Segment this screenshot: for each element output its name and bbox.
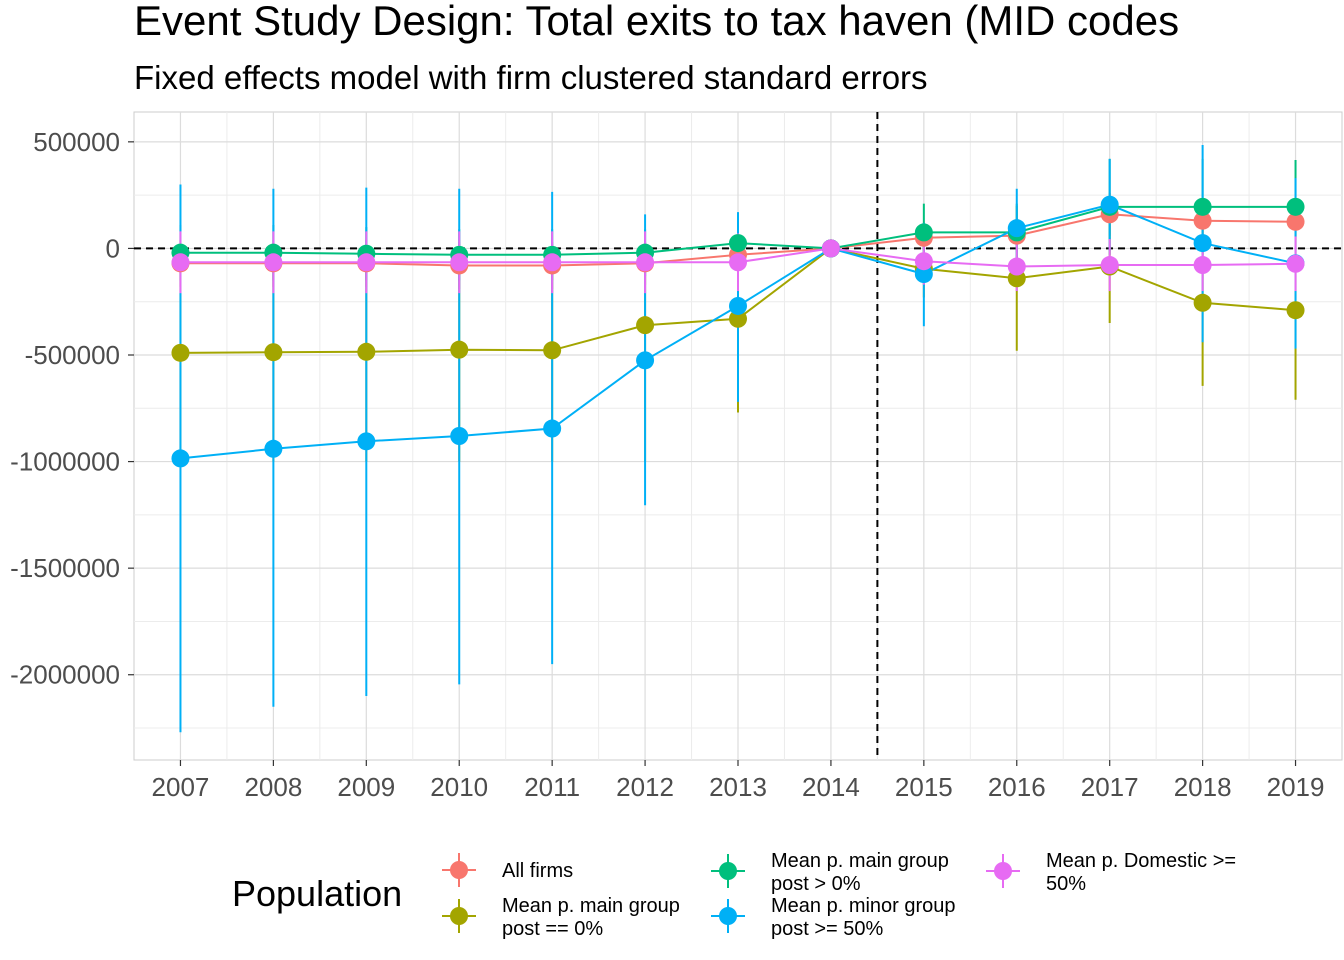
legend-label: post >= 50% xyxy=(771,918,884,940)
x-tick-label: 2010 xyxy=(430,772,488,802)
chart-subtitle: Fixed effects model with firm clustered … xyxy=(134,59,928,96)
data-point-1 xyxy=(1286,212,1305,231)
y-tick-label: 0 xyxy=(106,233,120,263)
data-point-5 xyxy=(636,253,655,272)
y-tick-label: -2000000 xyxy=(10,660,120,690)
y-tick-label: -500000 xyxy=(25,340,120,370)
data-point-5 xyxy=(821,239,840,258)
data-point-2 xyxy=(636,316,655,335)
data-point-3 xyxy=(729,234,747,253)
data-point-4 xyxy=(636,351,655,370)
data-point-1 xyxy=(1193,211,1212,230)
legend-entry-1: All firms xyxy=(442,853,573,887)
data-point-2 xyxy=(729,309,747,328)
data-point-2 xyxy=(171,343,190,362)
data-point-3 xyxy=(1286,197,1305,216)
data-point-4 xyxy=(729,296,747,315)
data-point-2 xyxy=(357,342,376,361)
data-point-2 xyxy=(450,340,469,359)
data-point-5 xyxy=(264,253,283,272)
x-tick-label: 2009 xyxy=(337,772,395,802)
data-point-5 xyxy=(171,253,190,272)
x-tick-label: 2012 xyxy=(616,772,674,802)
legend-label: post > 0% xyxy=(771,873,861,895)
grid-lines xyxy=(134,112,1342,760)
x-tick-label: 2018 xyxy=(1174,772,1232,802)
x-tick-label: 2011 xyxy=(524,772,580,802)
y-tick-label: -1000000 xyxy=(10,447,120,477)
data-point-5 xyxy=(1100,256,1119,275)
data-point-4 xyxy=(1007,219,1026,238)
plot-area xyxy=(133,111,1343,761)
data-point-5 xyxy=(357,253,376,272)
x-tick-label: 2014 xyxy=(802,772,860,802)
data-point-5 xyxy=(1007,257,1026,276)
data-point-5 xyxy=(914,252,933,271)
x-tick-label: 2019 xyxy=(1267,772,1325,802)
data-point-2 xyxy=(1193,293,1212,312)
data-point-4 xyxy=(264,439,283,458)
data-point-5 xyxy=(450,253,469,272)
y-tick-label: -1500000 xyxy=(10,553,120,583)
x-axis: 2007 2008 2009 2010 2011 2012 2013 2014 2015 2016… xyxy=(152,760,1325,802)
legend-label: All firms xyxy=(502,860,573,882)
legend-key-point xyxy=(719,907,737,925)
x-tick-label: 2007 xyxy=(152,772,210,802)
data-point-4 xyxy=(1100,195,1119,214)
data-point-4 xyxy=(1193,234,1212,253)
data-point-4 xyxy=(357,432,376,451)
legend-label: post == 0% xyxy=(502,918,603,940)
legend-key-point xyxy=(450,861,468,879)
data-point-5 xyxy=(543,253,562,272)
data-point-2 xyxy=(1286,301,1305,320)
legend-label: Mean p. minor group xyxy=(771,895,956,917)
legend-key-point xyxy=(450,907,468,925)
x-tick-label: 2016 xyxy=(988,772,1046,802)
data-point-2 xyxy=(264,343,283,362)
y-tick-label: 500000 xyxy=(33,127,120,157)
legend-title: Population xyxy=(232,873,402,914)
legend-label: 50% xyxy=(1046,873,1086,895)
data-point-2 xyxy=(543,341,562,360)
legend-entry-5: Mean p. Domestic >=50% xyxy=(986,850,1236,895)
data-point-5 xyxy=(1286,254,1305,273)
data-point-3 xyxy=(1193,197,1212,216)
x-tick-label: 2015 xyxy=(895,772,953,802)
data-point-5 xyxy=(1193,256,1212,275)
legend-label: Mean p. main group xyxy=(771,850,949,872)
data-point-3 xyxy=(914,223,933,242)
data-point-4 xyxy=(543,419,562,438)
data-point-4 xyxy=(171,449,190,468)
data-point-4 xyxy=(450,427,469,445)
chart-title: Event Study Design: Total exits to tax h… xyxy=(134,0,1179,44)
legend-label: Mean p. Domestic >= xyxy=(1046,850,1236,872)
data-point-4 xyxy=(914,265,933,283)
legend-key-point xyxy=(994,862,1012,880)
legend-label: Mean p. main group xyxy=(502,895,680,917)
x-tick-label: 2008 xyxy=(244,772,302,802)
data-point-5 xyxy=(729,253,747,272)
x-tick-label: 2017 xyxy=(1081,772,1139,802)
legend-key-point xyxy=(719,862,737,880)
series-points xyxy=(171,195,1305,468)
x-tick-label: 2013 xyxy=(709,772,767,802)
y-axis: 500000 0 -500000 -1000000 -1500000 -2000000 xyxy=(10,127,134,690)
